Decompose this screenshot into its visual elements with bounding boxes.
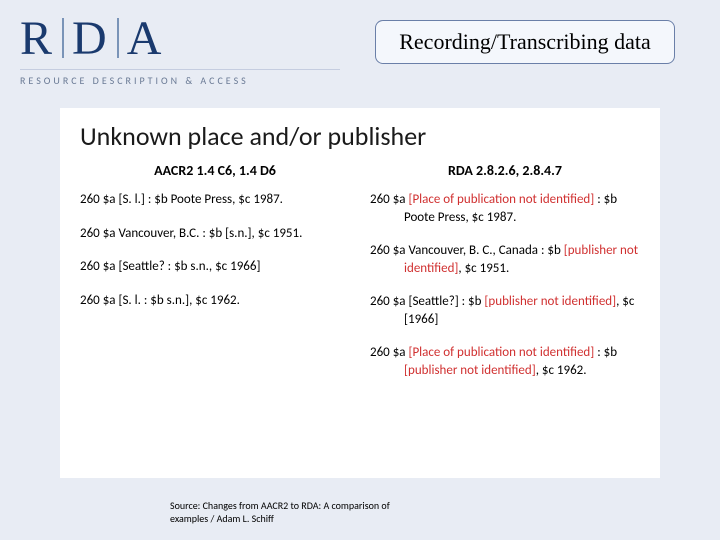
logo-letter-r: R (20, 12, 54, 65)
catalog-entry: 260 $a [S. l. : $b s.n.], $c 1962. (80, 292, 350, 310)
source-citation: Source: Changes from AACR2 to RDA: A com… (170, 500, 430, 525)
rda-logo-block: RDA RESOURCE DESCRIPTION & ACCESS (20, 15, 340, 87)
panel-heading: Unknown place and/or publisher (80, 120, 640, 152)
left-entries: 260 $a [S. l.] : $b Poote Press, $c 1987… (80, 191, 350, 309)
entry-text: 260 $a [Seattle?] : $b (370, 294, 484, 309)
entry-text: 260 $a Vancouver, B.C. : $b [s.n.], $c 1… (80, 226, 302, 241)
catalog-entry: 260 $a [Place of publication not identif… (370, 191, 640, 226)
catalog-entry: 260 $a [Seattle?] : $b [publisher not id… (370, 293, 640, 328)
highlighted-text: [Place of publication not identified] (408, 345, 594, 360)
logo-letter-d: D (72, 12, 109, 65)
logo-separator (62, 18, 64, 58)
column-header-right: RDA 2.8.2.6, 2.8.4.7 (370, 162, 640, 179)
entry-text: , $c 1951. (458, 261, 509, 276)
column-header-left: AACR2 1.4 C6, 1.4 D6 (80, 162, 350, 179)
main-panel: Unknown place and/or publisher AACR2 1.4… (60, 108, 660, 478)
highlighted-text: [publisher not identified] (484, 294, 616, 309)
catalog-entry: 260 $a Vancouver, B.C. : $b [s.n.], $c 1… (80, 225, 350, 243)
catalog-entry: 260 $a [Seattle? : $b s.n., $c 1966] (80, 258, 350, 276)
logo-separator (117, 18, 119, 58)
entry-text: 260 $a [Seattle? : $b s.n., $c 1966] (80, 259, 260, 274)
entry-text: 260 $a [S. l.] : $b Poote Press, $c 1987… (80, 192, 283, 207)
catalog-entry: 260 $a Vancouver, B. C., Canada : $b [pu… (370, 242, 640, 277)
entry-text: 260 $a (370, 345, 408, 360)
entry-text: 260 $a (370, 192, 408, 207)
entry-text: , $c 1962. (536, 363, 587, 378)
entry-text: : $b (594, 345, 617, 360)
logo-letter-a: A (127, 12, 164, 65)
column-rda: RDA 2.8.2.6, 2.8.4.7 260 $a [Place of pu… (370, 162, 640, 395)
right-entries: 260 $a [Place of publication not identif… (370, 191, 640, 379)
highlighted-text: [Place of publication not identified] (408, 192, 594, 207)
rda-logo-text: RDA (20, 15, 340, 63)
rda-logo-subtitle: RESOURCE DESCRIPTION & ACCESS (20, 69, 340, 87)
comparison-columns: AACR2 1.4 C6, 1.4 D6 260 $a [S. l.] : $b… (80, 162, 640, 395)
column-aacr2: AACR2 1.4 C6, 1.4 D6 260 $a [S. l.] : $b… (80, 162, 350, 395)
catalog-entry: 260 $a [Place of publication not identif… (370, 344, 640, 379)
entry-text: 260 $a Vancouver, B. C., Canada : $b (370, 243, 564, 258)
highlighted-text: [publisher not identified] (404, 363, 536, 378)
slide-title-box: Recording/Transcribing data (375, 20, 675, 64)
entry-text: 260 $a [S. l. : $b s.n.], $c 1962. (80, 293, 240, 308)
catalog-entry: 260 $a [S. l.] : $b Poote Press, $c 1987… (80, 191, 350, 209)
